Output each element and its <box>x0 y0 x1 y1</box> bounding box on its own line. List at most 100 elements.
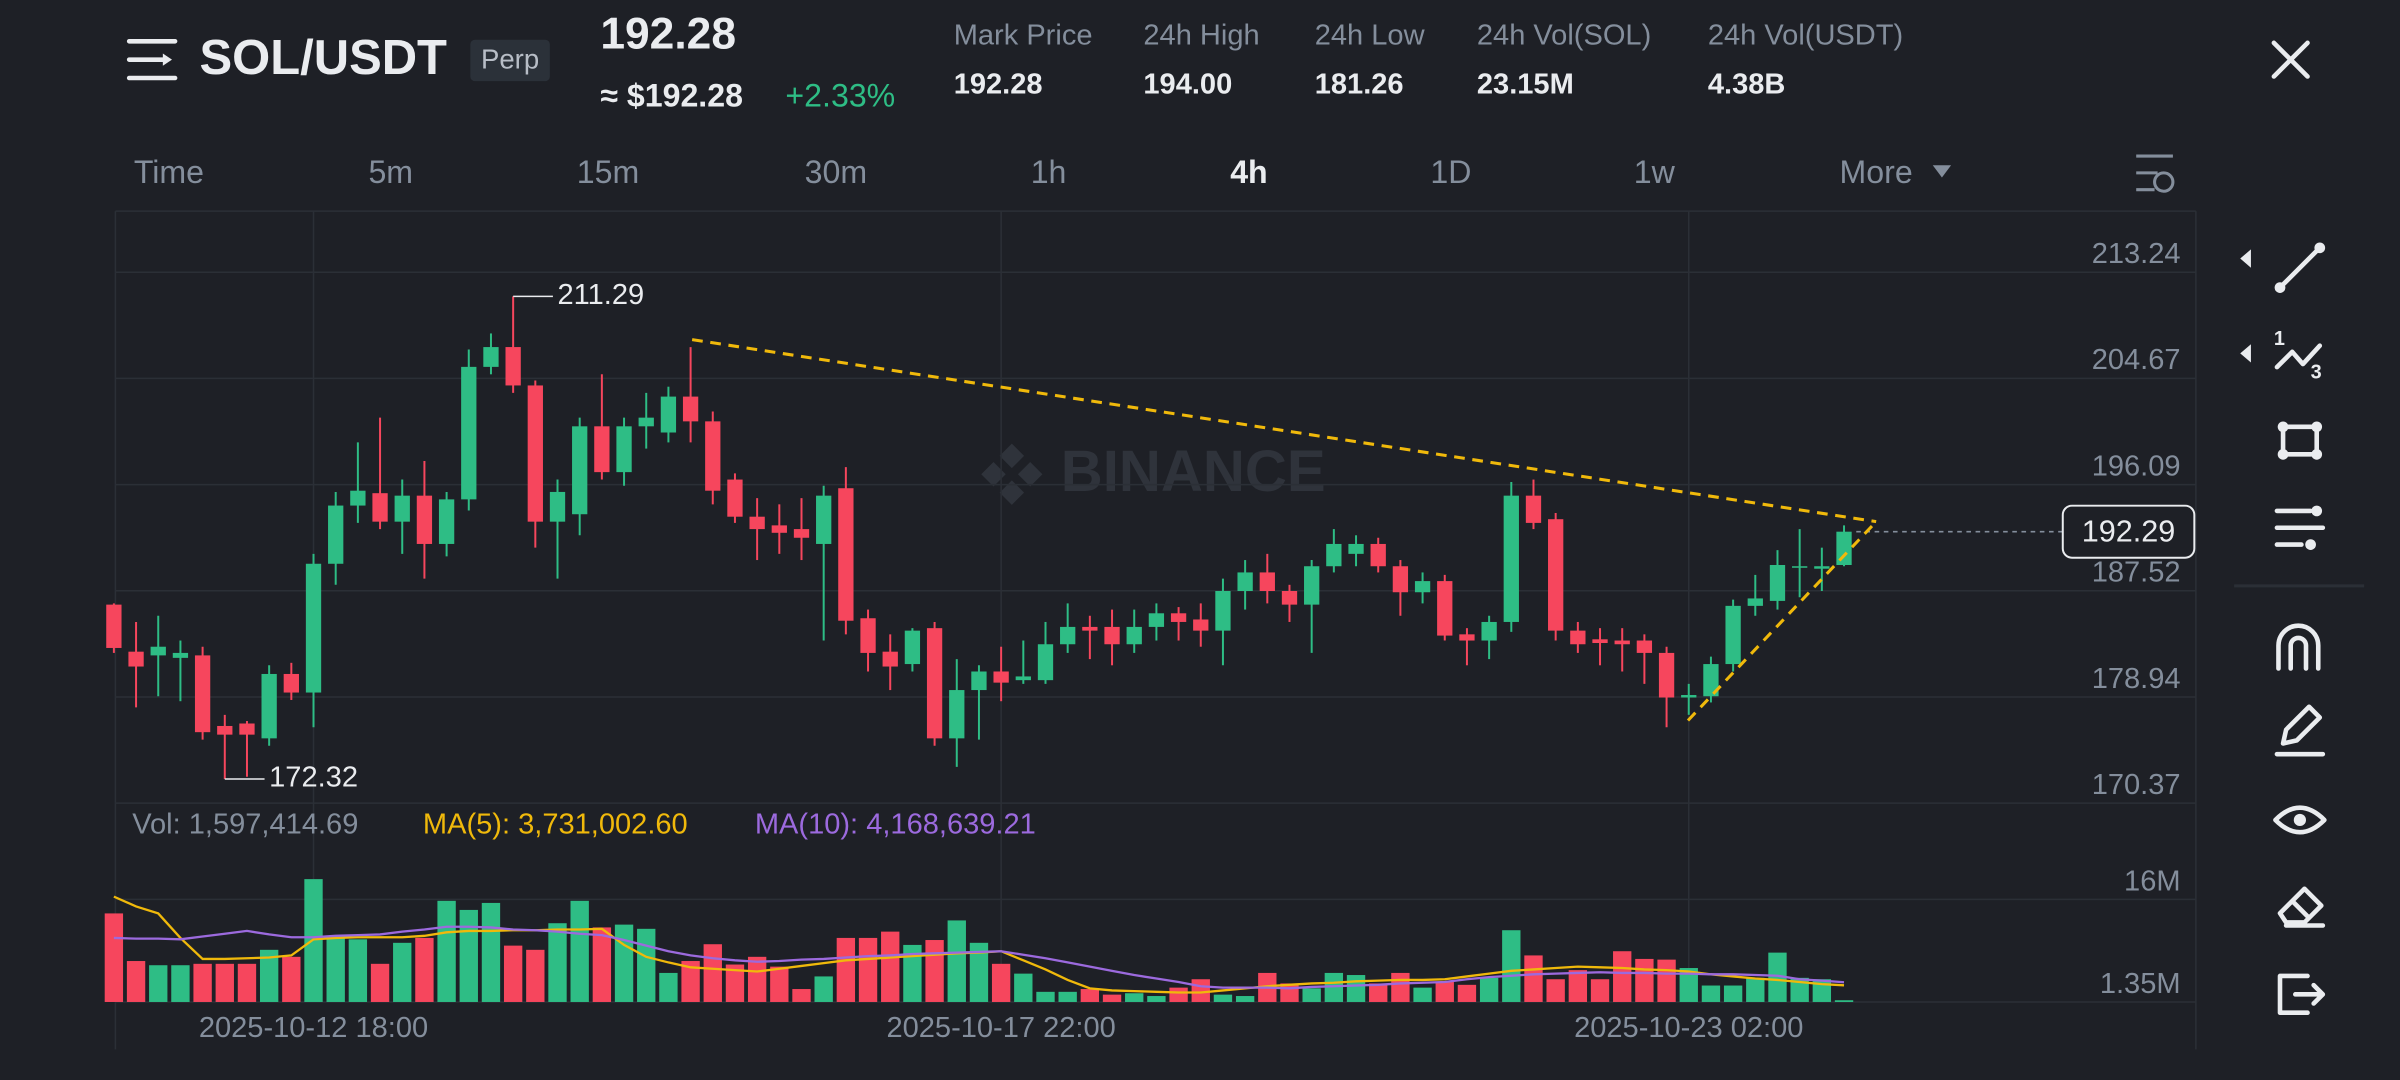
candle-body <box>372 493 388 522</box>
volume-bar <box>1524 955 1543 1002</box>
volume-bar <box>459 909 478 1002</box>
candle-body <box>1836 531 1852 565</box>
high-marker-label: 211.29 <box>558 279 645 311</box>
volume-bar <box>1834 1000 1854 1002</box>
volume-bar <box>1191 979 1210 1002</box>
close-button[interactable] <box>2271 40 2310 79</box>
trendline-tool[interactable] <box>2274 242 2326 293</box>
svg-text:3: 3 <box>2311 362 2322 384</box>
candle-body <box>1148 613 1165 627</box>
y-tick-label: 170.37 <box>2092 769 2181 801</box>
candle-body <box>527 385 543 522</box>
volume-bar <box>1235 996 1255 1002</box>
magnet-tool[interactable] <box>2276 623 2321 671</box>
candle-body <box>860 618 876 653</box>
volume-tick-label: 16M <box>2124 865 2181 897</box>
shape-tool[interactable] <box>2277 421 2323 460</box>
volume-bar <box>1391 972 1410 1002</box>
trendline <box>691 338 1877 524</box>
candle-body <box>1170 613 1187 622</box>
candle-body <box>283 673 299 693</box>
volume-bar <box>215 963 234 1002</box>
volume-bar <box>659 972 678 1002</box>
candle-body <box>1281 591 1298 605</box>
candle-body <box>1703 664 1719 697</box>
x-tick-label: 2025-10-23 02:00 <box>1574 1012 1803 1044</box>
volume-bar <box>437 900 456 1002</box>
pencil-tool[interactable] <box>2274 704 2326 757</box>
candle-body <box>1037 644 1054 681</box>
fib-tool[interactable]: 13 <box>2274 328 2323 384</box>
volume-bar <box>1302 988 1321 1002</box>
volume-bar <box>991 963 1011 1002</box>
volume-bar <box>326 936 345 1002</box>
stat-label: 24h Vol(USDT) <box>1708 19 1903 51</box>
candle-body <box>305 563 322 693</box>
usd-price: ≈ $192.28 <box>600 77 743 113</box>
interval-tab[interactable]: 15m <box>577 154 639 190</box>
candle-body <box>106 604 122 648</box>
candle-body <box>1503 495 1519 622</box>
candle-body <box>594 426 610 473</box>
candle-body <box>261 673 277 739</box>
volume-tick-label: 1.35M <box>2100 968 2181 1000</box>
candle-body <box>793 529 810 538</box>
visibility-tool[interactable] <box>2273 805 2327 835</box>
interval-tab[interactable]: More <box>1840 154 1913 190</box>
eraser-tool[interactable] <box>2277 886 2326 928</box>
watermark: BINANCE <box>981 439 1326 505</box>
volume-bar <box>1746 977 1765 1002</box>
volume-bar <box>393 942 412 1002</box>
volume-bar <box>503 945 523 1002</box>
candle-body <box>1215 591 1231 631</box>
ma5-legend: MA(5): 3,731,002.60 <box>423 809 688 841</box>
volume-bar <box>814 976 833 1002</box>
candle-body <box>771 525 787 533</box>
volume-bar <box>1479 977 1499 1002</box>
candle-body <box>660 396 677 433</box>
interval-tab[interactable]: 1w <box>1634 154 1676 190</box>
volume-bar <box>259 949 279 1002</box>
pair-name[interactable]: SOL/USDT <box>200 31 448 85</box>
volume-bar <box>592 927 612 1002</box>
volume-bar <box>1435 982 1454 1002</box>
chart-settings[interactable] <box>2136 154 2175 193</box>
volume-bar <box>1790 977 1809 1002</box>
lines-tool[interactable] <box>2274 505 2326 550</box>
interval-tab[interactable]: 4h <box>1230 154 1267 190</box>
volume-bar <box>1613 951 1632 1002</box>
volume-bar <box>126 961 146 1002</box>
volume-bar <box>1723 985 1743 1002</box>
interval-tab[interactable]: 5m <box>368 154 413 190</box>
candle-body <box>1747 598 1763 606</box>
candle-body <box>328 505 344 564</box>
volume-bar <box>681 961 700 1002</box>
exit-tool[interactable] <box>2277 973 2326 1015</box>
interval-tab[interactable]: 1h <box>1031 154 1067 190</box>
candle-body <box>1614 640 1630 645</box>
volume-bar <box>1369 983 1388 1002</box>
candle-body <box>816 495 832 544</box>
volume-bar <box>1635 958 1654 1002</box>
candle-body <box>483 347 499 367</box>
candle-body <box>727 479 743 517</box>
candle-body <box>1592 639 1608 644</box>
interval-tab[interactable]: 30m <box>805 154 867 190</box>
watermark-text: BINANCE <box>1061 439 1326 504</box>
y-tick-label: 178.94 <box>2092 663 2181 695</box>
candle-body <box>1725 605 1741 665</box>
menu-button[interactable] <box>126 39 178 81</box>
volume-bar <box>171 965 190 1002</box>
candle-body <box>904 630 921 665</box>
last-price-label: 192.29 <box>2082 514 2176 548</box>
interval-tab[interactable]: 1D <box>1430 154 1471 190</box>
volume-bar <box>1102 994 1122 1002</box>
interval-tab[interactable]: Time <box>134 154 204 190</box>
candle-body <box>416 495 433 544</box>
candle-body <box>1237 572 1253 592</box>
volume-bar <box>903 944 922 1002</box>
stat-label: 24h High <box>1143 19 1259 51</box>
ma10-line <box>113 925 1845 990</box>
candle-body <box>1392 566 1409 593</box>
